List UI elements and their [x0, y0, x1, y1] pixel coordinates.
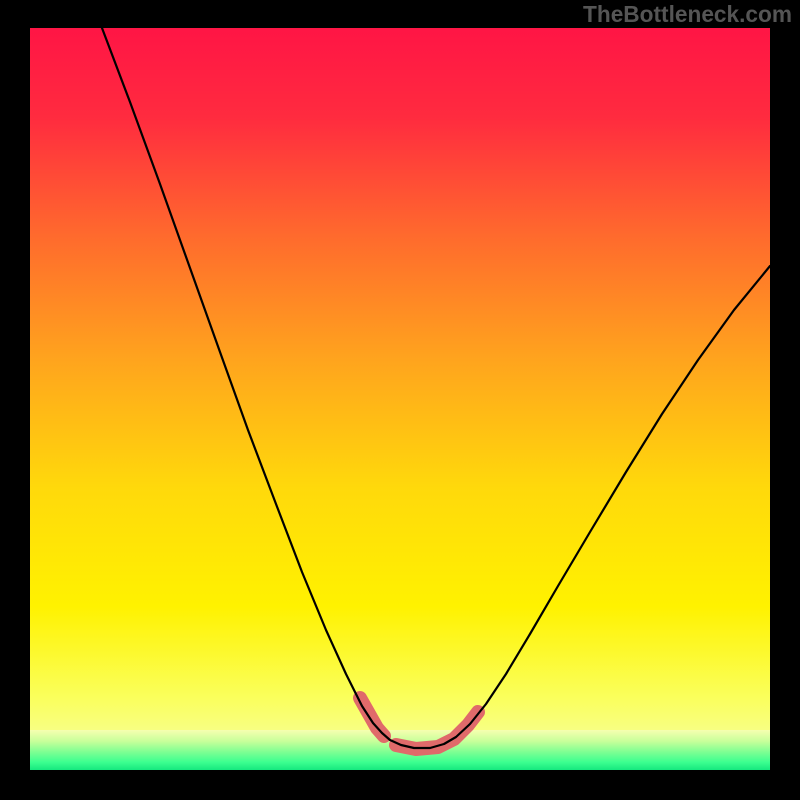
- plot-area: [30, 28, 770, 770]
- chart-frame: TheBottleneck.com: [0, 0, 800, 800]
- highlight-marker: [396, 712, 478, 749]
- curve-svg: [30, 28, 770, 770]
- bottleneck-curve: [102, 28, 770, 748]
- watermark-text: TheBottleneck.com: [0, 0, 800, 28]
